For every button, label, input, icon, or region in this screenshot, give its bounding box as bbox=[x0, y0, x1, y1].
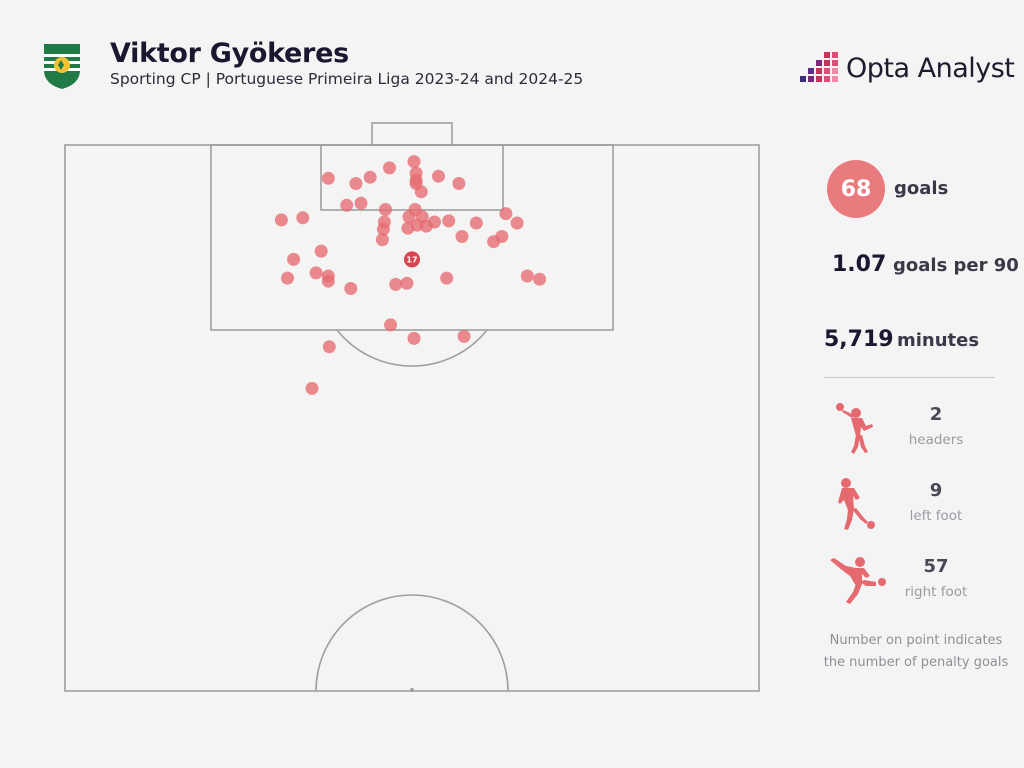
shot-point bbox=[354, 196, 368, 210]
shot-point bbox=[340, 198, 354, 212]
shot-point bbox=[442, 214, 456, 228]
subtitle: Sporting CP | Portuguese Primeira Liga 2… bbox=[110, 70, 584, 88]
shot-point bbox=[455, 230, 469, 243]
sporting-cp-crest-icon bbox=[44, 44, 80, 89]
shot-point bbox=[383, 161, 396, 175]
goals-per-90-value: 1.07 bbox=[832, 252, 887, 277]
right-foot-player-icon bbox=[830, 557, 886, 604]
opta-pixel-bars-icon bbox=[800, 52, 838, 82]
shot-point bbox=[407, 331, 421, 345]
shot-point bbox=[305, 381, 319, 395]
shot-point bbox=[314, 244, 328, 258]
shot-point bbox=[309, 266, 323, 280]
shot-point bbox=[379, 203, 392, 216]
shot-point bbox=[407, 155, 421, 169]
goal bbox=[371, 122, 453, 146]
shot-point bbox=[287, 252, 301, 266]
shot-point bbox=[520, 269, 534, 283]
left-foot-count: 9 bbox=[929, 480, 943, 501]
player-name: Viktor Gyökeres bbox=[110, 38, 349, 69]
shot-point bbox=[457, 329, 471, 343]
shot-point bbox=[384, 318, 398, 332]
left-foot-player-icon bbox=[838, 478, 875, 530]
shot-point bbox=[510, 216, 524, 230]
shot-point bbox=[363, 170, 377, 184]
penalty-spot-marker: 17 bbox=[404, 251, 420, 268]
shot-point bbox=[344, 282, 358, 295]
shot-point bbox=[402, 210, 416, 224]
shot-point bbox=[274, 213, 288, 227]
shot-point bbox=[389, 277, 403, 291]
goals-label: goals bbox=[894, 178, 949, 199]
centre-spot bbox=[410, 688, 414, 692]
shot-point bbox=[440, 271, 454, 285]
shot-point bbox=[533, 272, 547, 286]
shot-point bbox=[349, 177, 363, 190]
shot-point bbox=[401, 221, 415, 235]
shot-point bbox=[322, 340, 336, 354]
right-foot-label: right foot bbox=[904, 584, 968, 600]
shot-point bbox=[452, 177, 466, 190]
shot-point bbox=[428, 215, 441, 229]
penalty-goals-label: 17 bbox=[406, 255, 417, 264]
shot-point bbox=[469, 216, 483, 230]
shot-points bbox=[274, 155, 547, 395]
footnote: Number on point indicates the number of … bbox=[806, 630, 1024, 674]
shot-point bbox=[499, 207, 513, 221]
right-foot-count: 57 bbox=[923, 556, 949, 577]
penalty-goals-point bbox=[404, 251, 420, 268]
header-player-icon bbox=[836, 403, 873, 454]
shot-map: 17 bbox=[64, 122, 760, 692]
footnote-line-2: the number of penalty goals bbox=[823, 655, 1009, 670]
shot-point bbox=[321, 274, 335, 288]
minutes-value: 5,719 bbox=[824, 327, 894, 352]
headers-count: 2 bbox=[929, 404, 943, 425]
shot-point bbox=[400, 276, 414, 290]
penalty-arc bbox=[336, 329, 488, 367]
goals-total-badge: 68 bbox=[827, 160, 885, 218]
shot-point bbox=[376, 222, 390, 236]
minutes-label: minutes bbox=[897, 330, 980, 351]
shot-point bbox=[281, 271, 294, 285]
shot-point bbox=[296, 211, 310, 225]
shot-point bbox=[487, 235, 501, 249]
stats-divider bbox=[824, 377, 995, 378]
footnote-line-1: Number on point indicates bbox=[829, 633, 1003, 648]
shot-point bbox=[414, 185, 428, 199]
centre-circle bbox=[315, 594, 509, 692]
shot-point bbox=[432, 169, 445, 183]
goals-per-90-label: goals per 90 bbox=[893, 255, 1019, 276]
shot-point bbox=[321, 171, 335, 185]
left-foot-label: left foot bbox=[909, 508, 963, 524]
shot-point bbox=[375, 233, 389, 247]
headers-label: headers bbox=[908, 432, 964, 448]
brand-name: Opta Analyst bbox=[846, 53, 1015, 84]
